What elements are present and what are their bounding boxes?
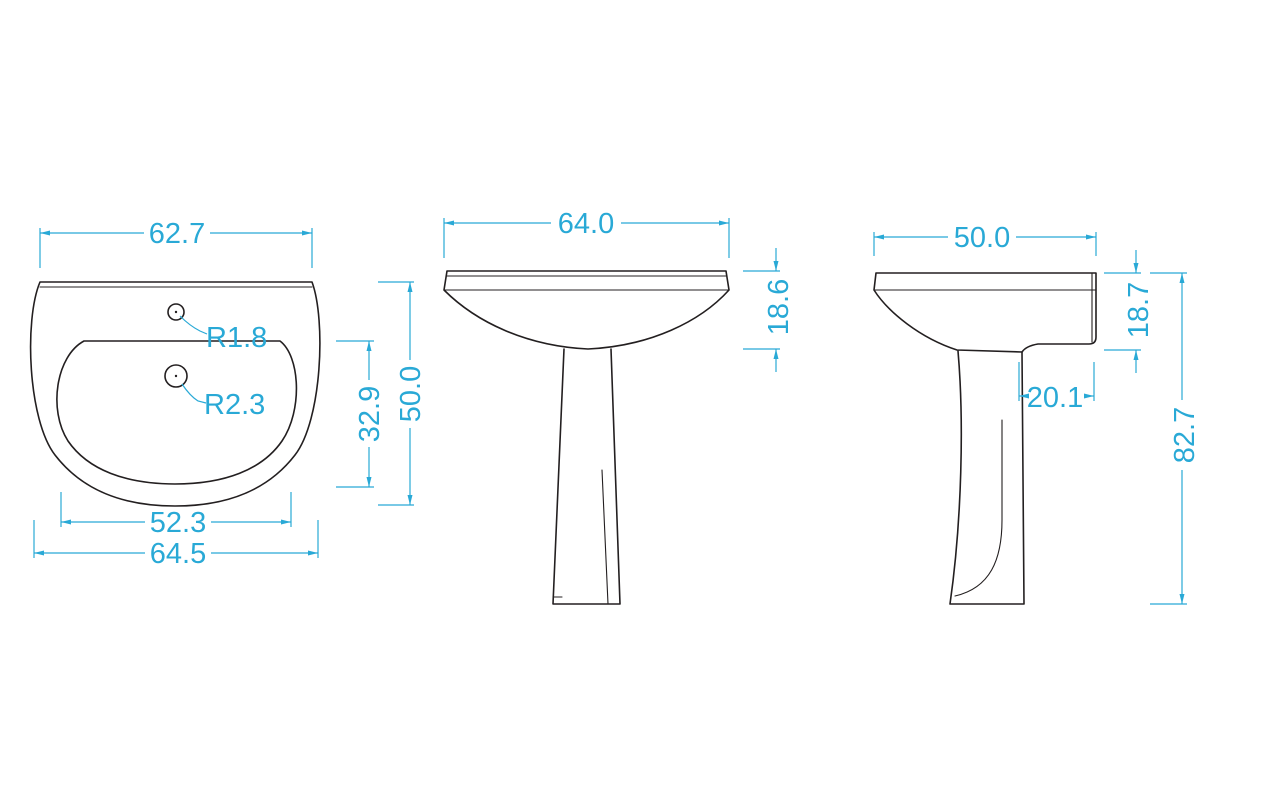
dim-top-width: 62.7 (39, 218, 313, 268)
dim-total-depth: 50.0 (378, 281, 427, 506)
side-basin-outline (873, 272, 1097, 353)
dim-label-front-width: 64.0 (558, 208, 614, 240)
dim-overall-height: 82.7 (1150, 272, 1201, 605)
bowl-outline (56, 340, 298, 485)
dim-label-top-width: 62.7 (149, 218, 205, 250)
dim-front-basin-height: 18.6 (743, 248, 795, 372)
front-pedestal (552, 348, 621, 605)
front-basin-outline (443, 270, 730, 350)
front-pedestal-seam (601, 469, 609, 605)
dim-bowl-width: 52.3 (60, 492, 292, 539)
basin-outline (29, 281, 321, 507)
dim-overall-width: 64.5 (33, 520, 319, 570)
side-pedestal-curve (954, 419, 1003, 597)
dim-label-side-depth: 50.0 (954, 222, 1010, 254)
dim-label-bowl-width: 52.3 (150, 507, 206, 539)
tap-hole-small-center (174, 310, 178, 314)
dim-label-bowl-depth: 32.9 (354, 386, 386, 442)
dim-label-r2-3: R2.3 (204, 389, 265, 421)
dim-label-total-depth: 50.0 (395, 366, 427, 422)
leader-r1-8: R1.8 (179, 315, 267, 354)
dim-label-pedestal-offset: 20.1 (1027, 382, 1083, 414)
front-view: 64.0 18.6 (443, 208, 795, 605)
dim-label-front-basin-height: 18.6 (763, 279, 795, 335)
tap-hole-large-center (174, 374, 178, 378)
dim-bowl-depth: 32.9 (336, 340, 386, 488)
dim-label-r1-8: R1.8 (206, 322, 267, 354)
side-view: 50.0 18.7 20.1 (873, 222, 1201, 605)
dim-side-basin-height: 18.7 (1104, 250, 1155, 373)
tap-hole-large (164, 364, 188, 388)
side-pedestal (949, 350, 1025, 605)
dim-side-depth: 50.0 (873, 222, 1097, 256)
dim-label-overall-width: 64.5 (150, 538, 206, 570)
dim-label-side-basin-height: 18.7 (1123, 282, 1155, 338)
top-view: 62.7 R1.8 R2.3 32.9 (29, 218, 427, 570)
tap-hole-small (167, 303, 185, 321)
dim-label-overall-height: 82.7 (1169, 407, 1201, 463)
dim-front-width: 64.0 (443, 208, 730, 258)
leader-r2-3: R2.3 (181, 383, 265, 421)
dim-pedestal-offset: 20.1 (1018, 362, 1095, 414)
